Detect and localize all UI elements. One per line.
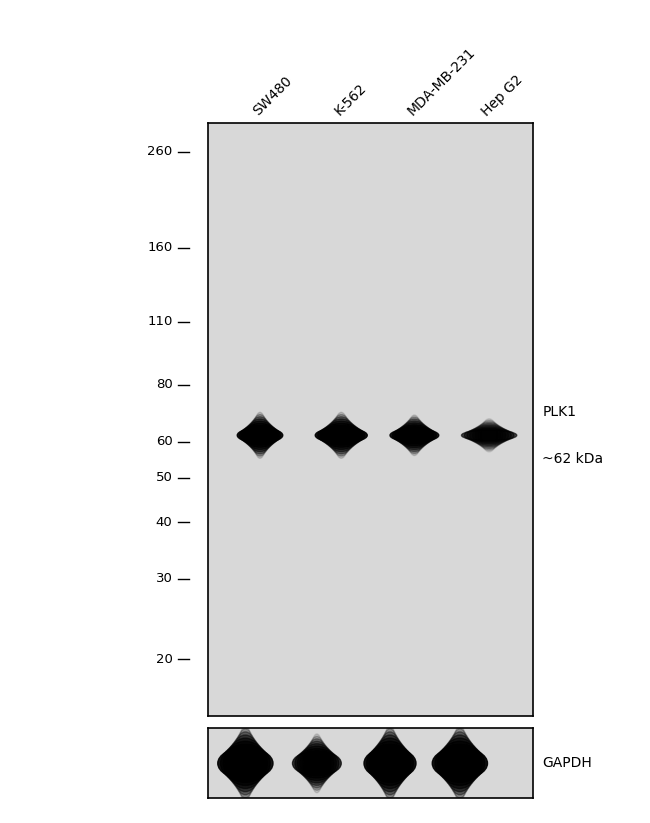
Ellipse shape xyxy=(470,425,508,445)
Text: ~62 kDa: ~62 kDa xyxy=(542,452,603,466)
Ellipse shape xyxy=(367,745,413,782)
Ellipse shape xyxy=(462,430,517,440)
Text: K-562: K-562 xyxy=(332,81,369,119)
Ellipse shape xyxy=(229,735,262,792)
Text: SW480: SW480 xyxy=(250,74,294,119)
Text: 30: 30 xyxy=(155,573,172,585)
Ellipse shape xyxy=(248,416,272,453)
Ellipse shape xyxy=(404,417,424,453)
Ellipse shape xyxy=(369,742,411,785)
Ellipse shape xyxy=(364,747,416,779)
Ellipse shape xyxy=(309,734,324,793)
Ellipse shape xyxy=(237,726,254,801)
Ellipse shape xyxy=(393,427,436,444)
Ellipse shape xyxy=(231,732,259,795)
Text: 160: 160 xyxy=(148,241,172,254)
Ellipse shape xyxy=(473,424,506,447)
Ellipse shape xyxy=(239,425,281,445)
Ellipse shape xyxy=(407,415,422,455)
Ellipse shape xyxy=(397,423,432,448)
Ellipse shape xyxy=(323,421,359,449)
Ellipse shape xyxy=(307,737,326,790)
Ellipse shape xyxy=(302,742,332,785)
Ellipse shape xyxy=(400,421,429,449)
Ellipse shape xyxy=(402,419,426,452)
Text: 60: 60 xyxy=(156,435,172,449)
Ellipse shape xyxy=(226,738,265,788)
Ellipse shape xyxy=(464,429,514,442)
Text: 50: 50 xyxy=(155,472,172,485)
Ellipse shape xyxy=(438,742,482,785)
Ellipse shape xyxy=(443,735,476,792)
Ellipse shape xyxy=(441,738,479,788)
Ellipse shape xyxy=(237,428,283,443)
Ellipse shape xyxy=(380,728,400,798)
Ellipse shape xyxy=(374,735,406,792)
Ellipse shape xyxy=(448,728,471,798)
Ellipse shape xyxy=(435,745,485,782)
Ellipse shape xyxy=(251,415,269,456)
Text: 260: 260 xyxy=(148,145,172,158)
Ellipse shape xyxy=(315,428,367,443)
Ellipse shape xyxy=(218,747,273,779)
Ellipse shape xyxy=(328,416,354,453)
Ellipse shape xyxy=(298,746,337,780)
Text: 80: 80 xyxy=(156,379,172,392)
Ellipse shape xyxy=(446,732,474,795)
Text: PLK1: PLK1 xyxy=(542,405,577,419)
Text: Hep G2: Hep G2 xyxy=(479,72,526,119)
Ellipse shape xyxy=(467,427,512,444)
Ellipse shape xyxy=(318,425,365,445)
Ellipse shape xyxy=(478,421,500,450)
Ellipse shape xyxy=(242,424,278,447)
Ellipse shape xyxy=(292,751,341,775)
Ellipse shape xyxy=(333,412,349,458)
Ellipse shape xyxy=(390,429,439,442)
Ellipse shape xyxy=(372,738,408,788)
Ellipse shape xyxy=(320,424,362,447)
Ellipse shape xyxy=(432,747,488,779)
Ellipse shape xyxy=(224,742,268,785)
Ellipse shape xyxy=(326,419,357,452)
Ellipse shape xyxy=(331,415,352,456)
Ellipse shape xyxy=(244,421,276,449)
Text: 20: 20 xyxy=(155,653,172,666)
Ellipse shape xyxy=(295,749,339,778)
Text: GAPDH: GAPDH xyxy=(542,756,592,770)
Ellipse shape xyxy=(234,728,256,798)
Ellipse shape xyxy=(382,726,398,801)
Ellipse shape xyxy=(246,419,274,452)
Ellipse shape xyxy=(377,732,403,795)
Ellipse shape xyxy=(452,726,468,801)
Text: 40: 40 xyxy=(156,515,172,528)
Ellipse shape xyxy=(395,425,434,446)
Ellipse shape xyxy=(300,744,334,783)
Text: MDA-MB-231: MDA-MB-231 xyxy=(404,45,478,119)
Ellipse shape xyxy=(220,745,270,782)
Ellipse shape xyxy=(475,422,503,449)
Ellipse shape xyxy=(481,419,497,452)
Text: 110: 110 xyxy=(147,315,172,328)
Ellipse shape xyxy=(305,739,329,788)
Ellipse shape xyxy=(253,412,266,458)
